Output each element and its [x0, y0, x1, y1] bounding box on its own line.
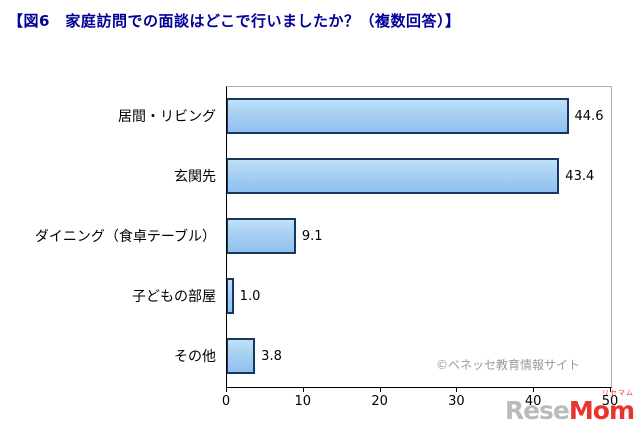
resemom-logo: リセマム ReseMom	[504, 389, 635, 425]
x-axis-tick-label: 50	[601, 394, 619, 409]
value-label: 43.4	[565, 168, 595, 184]
bar-chart: 居間・リビング 44.6 玄関先 43.4 ダイニング（食卓テーブル） 9.1 子どもの部屋…	[0, 86, 640, 386]
category-label: その他	[174, 349, 216, 365]
x-axis-tick-label: 10	[294, 394, 312, 409]
resemom-logo-katakana: リセマム	[602, 389, 634, 397]
x-axis-tick-mark	[226, 387, 227, 392]
category-label: ダイニング（食卓テーブル）	[34, 229, 216, 245]
x-axis-tick-mark	[456, 387, 458, 392]
value-label: 9.1	[301, 228, 323, 244]
plot-area-frame	[226, 86, 612, 388]
x-axis-tick-mark	[533, 387, 535, 392]
copyright-watermark: ©ベネッセ教育情報サイト	[436, 358, 581, 372]
value-label: 1.0	[239, 288, 261, 304]
chart-title: 【図6 家庭訪問での面談はどこで行いましたか？（複数回答）】	[8, 12, 461, 30]
bar-zone: 44.6	[226, 86, 603, 146]
bar-zone: 3.8	[226, 326, 282, 386]
x-axis-tick-label: 40	[524, 394, 542, 409]
value-label: 3.8	[261, 348, 282, 364]
x-axis-tick-mark	[610, 387, 611, 392]
bar	[226, 158, 560, 194]
resemom-logo-wordmark: ReseMom	[504, 396, 635, 425]
value-label: 44.6	[574, 108, 604, 124]
x-axis-tick-label: 20	[371, 394, 388, 409]
x-axis-tick-mark	[379, 387, 381, 392]
x-axis-tick-label: 30	[448, 394, 465, 409]
category-label: 玄関先	[174, 169, 216, 185]
x-axis-tick-label: 0	[221, 394, 231, 409]
category-label: 居間・リビング	[118, 109, 216, 125]
bar-zone: 43.4	[226, 146, 594, 206]
x-axis-tick-mark	[302, 387, 304, 392]
bar-row: 居間・リビング 44.6	[0, 86, 640, 146]
bar-row: その他 3.8	[0, 326, 640, 386]
bar	[226, 338, 256, 374]
bar	[226, 98, 569, 134]
bar-zone: 9.1	[226, 206, 323, 266]
category-label: 子どもの部屋	[132, 289, 216, 305]
bar-row: 玄関先 43.4	[0, 146, 640, 206]
bar-row: ダイニング（食卓テーブル） 9.1	[0, 206, 640, 266]
